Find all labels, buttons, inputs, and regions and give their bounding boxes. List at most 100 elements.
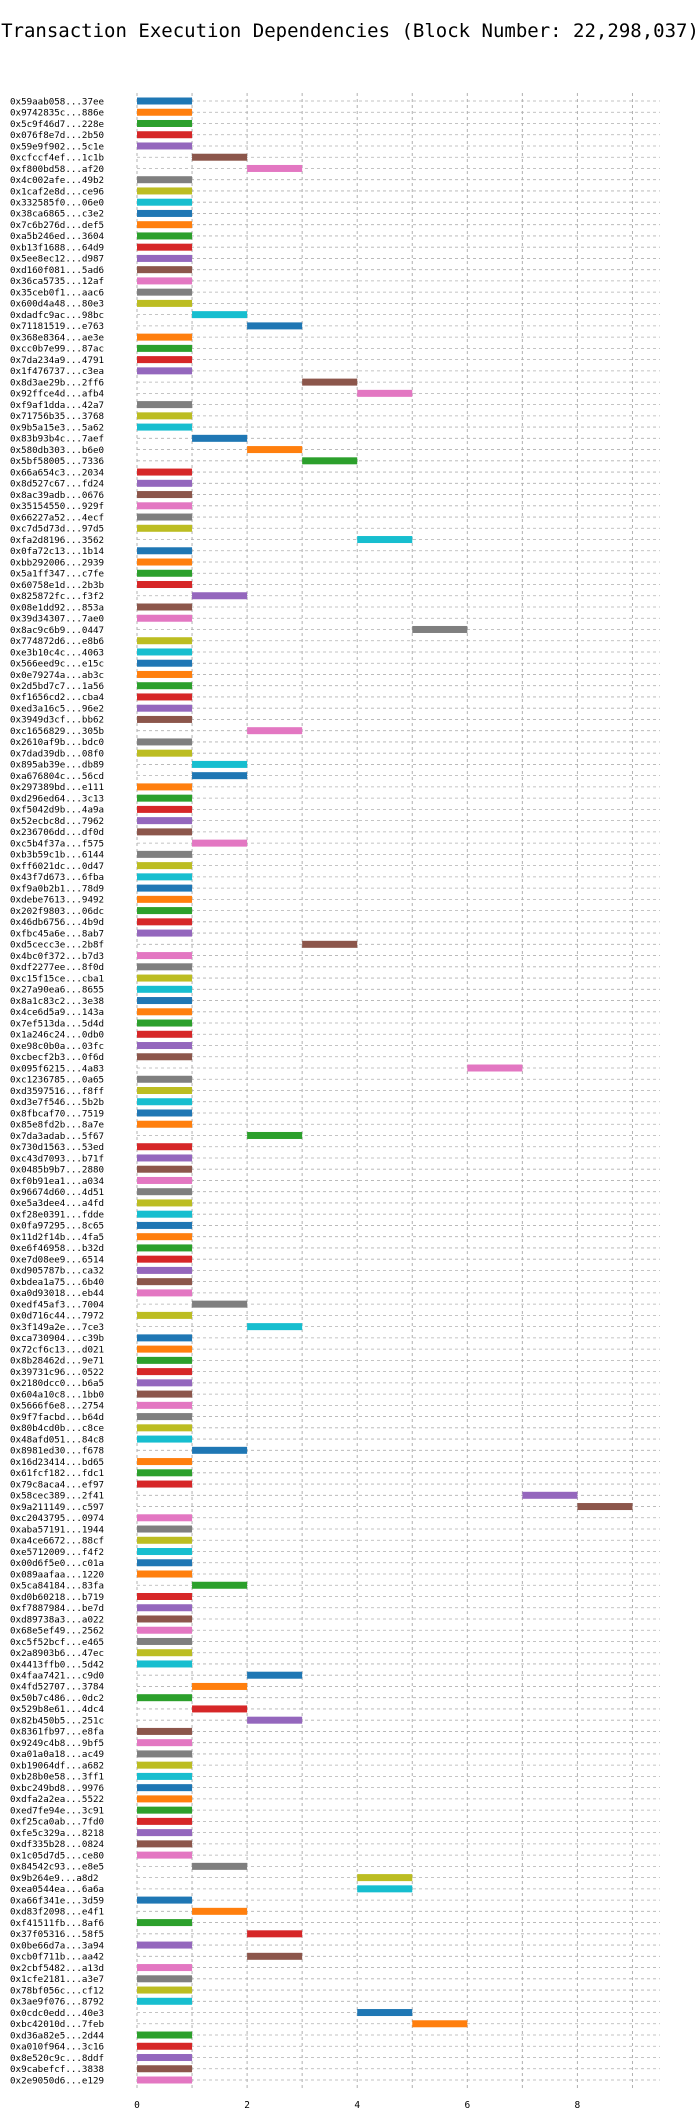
transaction-bar bbox=[137, 1109, 193, 1117]
transaction-bar bbox=[137, 1975, 193, 1983]
transaction-bar bbox=[137, 1278, 193, 1286]
transaction-bar bbox=[137, 1424, 193, 1432]
transaction-label: 0xdebe7613...9492 bbox=[10, 895, 104, 906]
transaction-bar bbox=[137, 1795, 193, 1803]
transaction-label: 0xedf45af3...7004 bbox=[10, 1299, 105, 1310]
transaction-bar bbox=[137, 828, 193, 836]
transaction-label: 0x0be66d7a...3a94 bbox=[10, 1940, 105, 1951]
transaction-bar bbox=[247, 1131, 303, 1139]
transaction-bar bbox=[137, 2076, 193, 2084]
transaction-bar bbox=[137, 277, 193, 285]
transaction-label: 0xf9af1dda...42a7 bbox=[10, 400, 104, 411]
transaction-bar bbox=[247, 446, 303, 454]
transaction-bar bbox=[137, 1896, 193, 1904]
transaction-label: 0x2d5bd7c7...1a56 bbox=[10, 681, 104, 692]
transaction-label: 0x66a654c3...2034 bbox=[10, 467, 105, 478]
transaction-label: 0x7da234a9...4791 bbox=[10, 355, 104, 366]
transaction-label: 0xa01a0a18...ac49 bbox=[10, 1749, 104, 1760]
transaction-label: 0xfbc45a6e...8ab7 bbox=[10, 928, 104, 939]
transaction-bar bbox=[137, 929, 193, 937]
transaction-label: 0xed3a16c5...96e2 bbox=[10, 703, 104, 714]
transaction-bar bbox=[137, 704, 193, 712]
transaction-label: 0x9f7facbd...b64d bbox=[10, 1412, 104, 1423]
x-tick-label: 2 bbox=[244, 2100, 250, 2111]
transaction-label: 0x43f7d673...6fba bbox=[10, 872, 104, 883]
transaction-bar bbox=[137, 1289, 193, 1297]
transaction-label: 0x4413ffb0...5d42 bbox=[10, 1659, 104, 1670]
transaction-bar bbox=[247, 1671, 303, 1679]
transaction-bar bbox=[137, 299, 193, 307]
transaction-bar bbox=[137, 1390, 193, 1398]
transaction-label: 0x9b264e9...a8d2 bbox=[10, 1873, 99, 1884]
transaction-label: 0xbb292006...2939 bbox=[10, 557, 104, 568]
transaction-label: 0xc15f15ce...cba1 bbox=[10, 973, 104, 984]
transaction-label: 0x8fbcaf70...7519 bbox=[10, 1108, 104, 1119]
transaction-bar bbox=[137, 187, 193, 195]
transaction-bar bbox=[137, 1514, 193, 1522]
transaction-bar bbox=[137, 850, 193, 858]
transaction-bar bbox=[137, 1345, 193, 1353]
transaction-bar bbox=[137, 1413, 193, 1421]
transaction-bar bbox=[412, 2020, 468, 2028]
transaction-label: 0x4faa7421...c9d0 bbox=[10, 1671, 104, 1682]
transaction-label: 0xd905787b...ca32 bbox=[10, 1266, 104, 1277]
transaction-bar bbox=[192, 1705, 248, 1713]
transaction-bar bbox=[137, 805, 193, 813]
transaction-bar bbox=[137, 1592, 193, 1600]
transaction-bar bbox=[137, 985, 193, 993]
transaction-label: 0xc5f52bcf...e465 bbox=[10, 1637, 104, 1648]
transaction-bar bbox=[137, 603, 193, 611]
transaction-bar bbox=[137, 1165, 193, 1173]
transaction-bar bbox=[137, 997, 193, 1005]
transaction-bar bbox=[137, 266, 193, 274]
transaction-label: 0x71181519...e763 bbox=[10, 321, 104, 332]
transaction-label: 0x566eed9c...e15c bbox=[10, 659, 104, 670]
transaction-label: 0x8a1c83c2...3e38 bbox=[10, 996, 104, 1007]
transaction-label: 0xd160f081...5ad6 bbox=[10, 265, 104, 276]
transaction-label: 0x5c9f46d7...228e bbox=[10, 119, 104, 130]
transaction-bar bbox=[137, 367, 193, 375]
transaction-label: 0xf7887984...be7d bbox=[10, 1603, 104, 1614]
transaction-label: 0x61fcf182...fdc1 bbox=[10, 1468, 104, 1479]
transaction-bar bbox=[137, 209, 193, 217]
transaction-label: 0xe98c0b0a...03fc bbox=[10, 1041, 104, 1052]
transaction-bar bbox=[137, 1536, 193, 1544]
transaction-bar bbox=[137, 547, 193, 555]
transaction-bar bbox=[412, 625, 468, 633]
transaction-label: 0x1cfe2181...a3e7 bbox=[10, 1974, 104, 1985]
transaction-bar bbox=[137, 401, 193, 409]
transaction-label: 0x59aab058...37ee bbox=[10, 96, 104, 107]
transaction-label: 0x38ca6865...c3e2 bbox=[10, 209, 104, 220]
transaction-bar bbox=[137, 1210, 193, 1218]
transaction-bar bbox=[137, 232, 193, 240]
transaction-label: 0x076f8e7d...2b50 bbox=[10, 130, 104, 141]
transaction-bar bbox=[192, 1581, 248, 1589]
transaction-bar bbox=[192, 1446, 248, 1454]
transaction-label: 0xed7fe94e...3c91 bbox=[10, 1805, 104, 1816]
transaction-bar bbox=[137, 344, 193, 352]
transaction-label: 0xdadfc9ac...98bc bbox=[10, 310, 104, 321]
transaction-label: 0x58cec389...2f41 bbox=[10, 1491, 104, 1502]
transaction-bar bbox=[137, 412, 193, 420]
transaction-bar bbox=[137, 648, 193, 656]
transaction-label: 0x9cabefcf...3838 bbox=[10, 2064, 104, 2075]
transaction-label: 0xf1656cd2...cba4 bbox=[10, 692, 105, 703]
transaction-bar bbox=[137, 2054, 193, 2062]
transaction-bar bbox=[192, 1682, 248, 1690]
transaction-label: 0x9742835c...886e bbox=[10, 108, 104, 119]
transaction-bar bbox=[137, 862, 193, 870]
transaction-bar bbox=[137, 1008, 193, 1016]
transaction-bar bbox=[137, 1255, 193, 1263]
transaction-bar bbox=[137, 1829, 193, 1837]
transaction-label: 0x82b450b5...251c bbox=[10, 1715, 104, 1726]
transaction-bar bbox=[192, 1907, 248, 1915]
transaction-label: 0xc5b4f37a...f575 bbox=[10, 838, 104, 849]
transaction-label: 0x1f476737...c3ea bbox=[10, 366, 104, 377]
transaction-label: 0xd3597516...f8ff bbox=[10, 1086, 104, 1097]
transaction-bar bbox=[137, 1941, 193, 1949]
transaction-label: 0x0cdc0edd...40e3 bbox=[10, 2008, 104, 2019]
transaction-label: 0xfa2d8196...3562 bbox=[10, 535, 104, 546]
transaction-bar bbox=[137, 1401, 193, 1409]
transaction-bar bbox=[137, 1368, 193, 1376]
transaction-label: 0x84542c93...e8e5 bbox=[10, 1862, 104, 1873]
